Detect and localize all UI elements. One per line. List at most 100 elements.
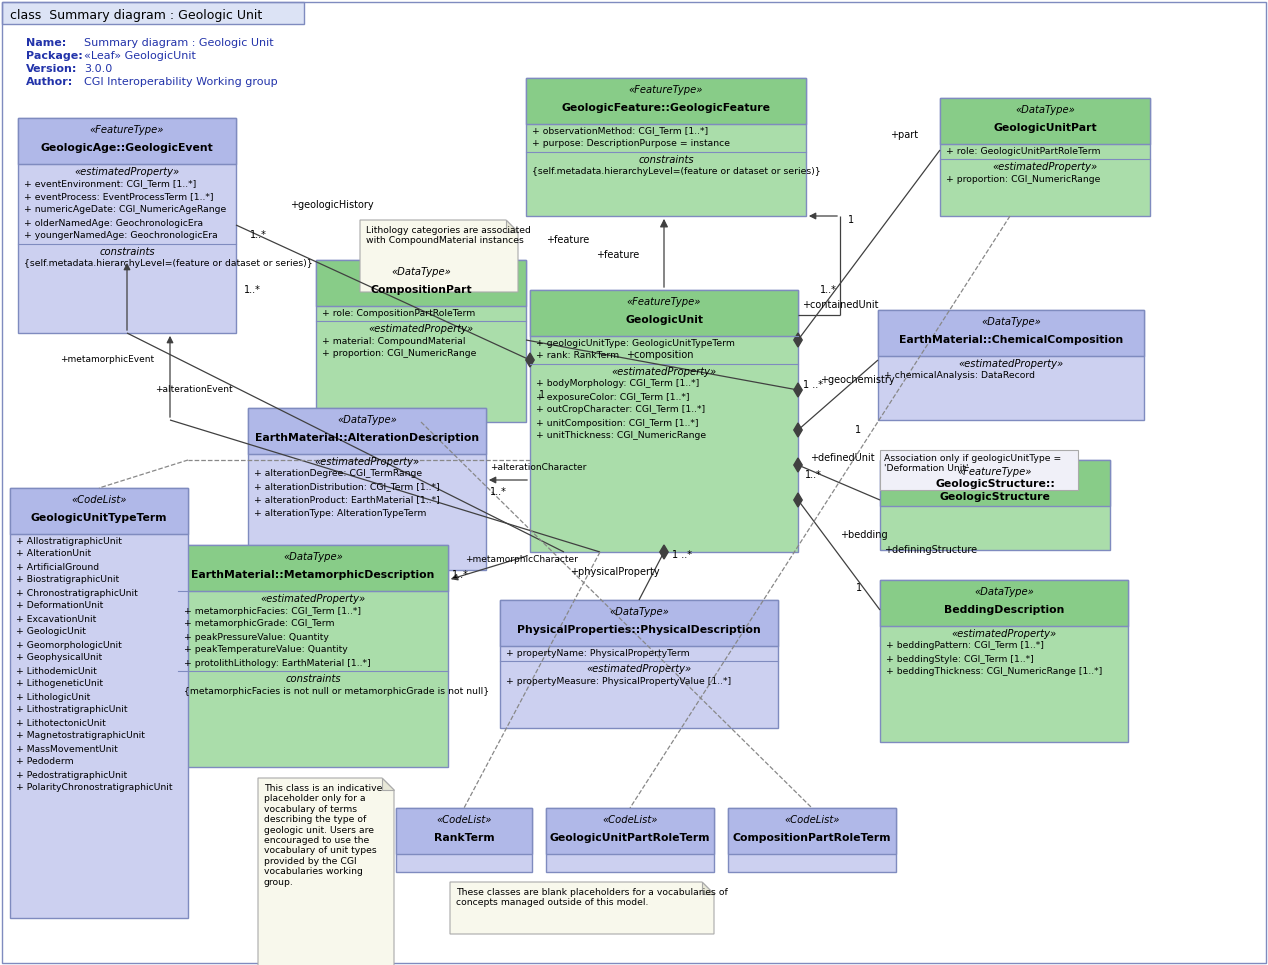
- Text: + rank: RankTerm: + rank: RankTerm: [536, 351, 619, 361]
- Text: «DataType»: «DataType»: [391, 267, 451, 277]
- Text: GeologicFeature::GeologicFeature: GeologicFeature::GeologicFeature: [562, 103, 771, 113]
- Text: This class is an indicative
placeholder only for a
vocabulary of terms
describin: This class is an indicative placeholder …: [264, 784, 383, 887]
- Text: + role: GeologicUnitPartRoleTerm: + role: GeologicUnitPartRoleTerm: [946, 147, 1101, 155]
- Text: + protolithLithology: EarthMaterial [1..*]: + protolithLithology: EarthMaterial [1..…: [184, 658, 370, 668]
- Text: «estimatedProperty»: «estimatedProperty»: [951, 629, 1056, 639]
- Text: + eventEnvironment: CGI_Term [1..*]: + eventEnvironment: CGI_Term [1..*]: [24, 179, 197, 188]
- Text: GeologicUnit: GeologicUnit: [625, 315, 702, 325]
- Text: + alterationDegree: CGI_TermRange: + alterationDegree: CGI_TermRange: [254, 470, 422, 479]
- Text: 1..*: 1..*: [805, 470, 822, 480]
- Text: «CodeList»: «CodeList»: [436, 815, 492, 825]
- Text: + ChronostratigraphicUnit: + ChronostratigraphicUnit: [16, 589, 138, 597]
- Text: GeologicAge::GeologicEvent: GeologicAge::GeologicEvent: [41, 143, 213, 153]
- Text: PhysicalProperties::PhysicalDescription: PhysicalProperties::PhysicalDescription: [517, 625, 761, 635]
- Text: + LithodemicUnit: + LithodemicUnit: [16, 667, 96, 676]
- Text: +geologicHistory: +geologicHistory: [290, 200, 374, 210]
- Text: + observationMethod: CGI_Term [1..*]: + observationMethod: CGI_Term [1..*]: [533, 126, 708, 135]
- Polygon shape: [728, 808, 896, 872]
- Text: CGI Interoperability Working group: CGI Interoperability Working group: [84, 77, 278, 87]
- Text: {self.metadata.hierarchyLevel=(feature or dataset or series)}: {self.metadata.hierarchyLevel=(feature o…: [24, 260, 313, 268]
- Polygon shape: [526, 78, 806, 124]
- Text: +bedding: +bedding: [839, 530, 888, 540]
- Text: + chemicalAnalysis: DataRecord: + chemicalAnalysis: DataRecord: [884, 372, 1035, 380]
- Text: EarthMaterial::MetamorphicDescription: EarthMaterial::MetamorphicDescription: [191, 570, 435, 580]
- Text: class  Summary diagram : Geologic Unit: class Summary diagram : Geologic Unit: [10, 10, 262, 22]
- Text: 1..*: 1..*: [250, 230, 266, 240]
- Text: + DeformationUnit: + DeformationUnit: [16, 601, 103, 611]
- Polygon shape: [794, 458, 803, 472]
- Polygon shape: [794, 333, 803, 347]
- Text: «estimatedProperty»: «estimatedProperty»: [75, 167, 180, 177]
- Text: + metamorphicGrade: CGI_Term: + metamorphicGrade: CGI_Term: [184, 620, 335, 628]
- Polygon shape: [500, 600, 779, 728]
- Text: + unitComposition: CGI_Term [1..*]: + unitComposition: CGI_Term [1..*]: [536, 419, 699, 427]
- Polygon shape: [530, 290, 798, 552]
- Text: constraints: constraints: [285, 674, 341, 684]
- Text: +geochemistry: +geochemistry: [820, 375, 895, 385]
- Polygon shape: [530, 290, 798, 336]
- Polygon shape: [794, 493, 803, 507]
- Text: + LithostratigraphicUnit: + LithostratigraphicUnit: [16, 705, 128, 714]
- Text: «CodeList»: «CodeList»: [785, 815, 839, 825]
- Text: +metamorphicEvent: +metamorphicEvent: [60, 355, 155, 365]
- Text: + outCropCharacter: CGI_Term [1..*]: + outCropCharacter: CGI_Term [1..*]: [536, 405, 705, 415]
- Text: + propertyName: PhysicalPropertyTerm: + propertyName: PhysicalPropertyTerm: [506, 648, 690, 657]
- Polygon shape: [940, 98, 1150, 144]
- Polygon shape: [728, 808, 896, 854]
- Text: «estimatedProperty»: «estimatedProperty»: [586, 664, 691, 674]
- Text: 1: 1: [856, 583, 862, 593]
- Polygon shape: [702, 882, 714, 894]
- Text: +metamorphicCharacter: +metamorphicCharacter: [465, 556, 578, 565]
- Text: + unitThickness: CGI_NumericRange: + unitThickness: CGI_NumericRange: [536, 431, 706, 440]
- Text: GeologicUnitPartRoleTerm: GeologicUnitPartRoleTerm: [550, 833, 710, 843]
- Polygon shape: [880, 580, 1129, 626]
- Polygon shape: [249, 408, 486, 454]
- Text: + olderNamedAge: GeochronologicEra: + olderNamedAge: GeochronologicEra: [24, 218, 203, 228]
- Polygon shape: [940, 98, 1150, 216]
- Text: + role: CompositionPartRoleTerm: + role: CompositionPartRoleTerm: [322, 309, 476, 317]
- Polygon shape: [257, 778, 394, 965]
- Polygon shape: [794, 423, 803, 437]
- Text: Author:: Author:: [27, 77, 74, 87]
- Text: CompositionPart: CompositionPart: [370, 285, 472, 295]
- Text: {self.metadata.hierarchyLevel=(feature or dataset or series)}: {self.metadata.hierarchyLevel=(feature o…: [533, 168, 820, 177]
- Text: + LithotectonicUnit: + LithotectonicUnit: [16, 719, 105, 728]
- Polygon shape: [396, 808, 533, 872]
- Text: + beddingPattern: CGI_Term [1..*]: + beddingPattern: CGI_Term [1..*]: [886, 642, 1044, 650]
- Text: +alterationCharacter: +alterationCharacter: [489, 463, 586, 473]
- Text: + GeomorphologicUnit: + GeomorphologicUnit: [16, 641, 122, 649]
- Text: + metamorphicFacies: CGI_Term [1..*]: + metamorphicFacies: CGI_Term [1..*]: [184, 606, 361, 616]
- Text: «DataType»: «DataType»: [337, 415, 397, 425]
- Text: 1: 1: [848, 215, 855, 225]
- Text: constraints: constraints: [638, 155, 694, 165]
- Polygon shape: [10, 488, 188, 918]
- Polygon shape: [10, 488, 188, 534]
- Text: «FeatureType»: «FeatureType»: [957, 467, 1032, 477]
- Polygon shape: [506, 220, 519, 232]
- Text: 1: 1: [539, 390, 545, 400]
- Text: + AlterationUnit: + AlterationUnit: [16, 549, 91, 559]
- Text: EarthMaterial::AlterationDescription: EarthMaterial::AlterationDescription: [255, 433, 479, 443]
- Text: constraints: constraints: [99, 247, 155, 257]
- Text: +alterationEvent: +alterationEvent: [155, 385, 232, 395]
- Text: + proportion: CGI_NumericRange: + proportion: CGI_NumericRange: [946, 175, 1101, 183]
- Text: «FeatureType»: «FeatureType»: [90, 125, 164, 135]
- Text: 1: 1: [855, 425, 861, 435]
- Text: «Leaf» GeologicUnit: «Leaf» GeologicUnit: [84, 51, 195, 61]
- Text: Name:: Name:: [27, 38, 66, 48]
- Text: «DataType»: «DataType»: [609, 607, 670, 617]
- Text: 1 ..*: 1 ..*: [803, 380, 823, 390]
- Text: {metamorphicFacies is not null or metamorphicGrade is not null}: {metamorphicFacies is not null or metamo…: [184, 686, 489, 696]
- Polygon shape: [18, 118, 236, 164]
- Text: «FeatureType»: «FeatureType»: [629, 85, 704, 95]
- Text: CompositionPartRoleTerm: CompositionPartRoleTerm: [733, 833, 891, 843]
- Text: «estimatedProperty»: «estimatedProperty»: [611, 367, 716, 377]
- Text: + youngerNamedAge: GeochronologicEra: + youngerNamedAge: GeochronologicEra: [24, 232, 218, 240]
- Polygon shape: [249, 408, 486, 570]
- Polygon shape: [18, 118, 236, 333]
- Text: 1 ..*: 1 ..*: [672, 550, 692, 560]
- Text: «estimatedProperty»: «estimatedProperty»: [993, 162, 1098, 172]
- Text: +part: +part: [890, 130, 918, 140]
- Text: + MagnetostratigraphicUnit: + MagnetostratigraphicUnit: [16, 731, 145, 740]
- Polygon shape: [880, 460, 1110, 550]
